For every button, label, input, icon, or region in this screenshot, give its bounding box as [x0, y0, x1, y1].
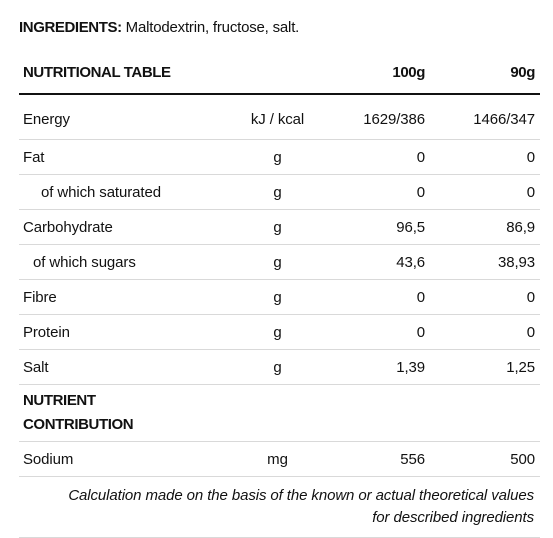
value-100g: 556: [329, 441, 430, 477]
value-90g: 1,25: [430, 349, 540, 385]
ingredients-label: INGREDIENTS:: [19, 19, 122, 36]
value-90g: 1466/347: [430, 94, 540, 140]
table-row-protein: Protein g 0 0: [19, 314, 540, 350]
value-100g: 0: [329, 314, 430, 350]
nutrient-unit: g: [226, 174, 329, 210]
value-90g: 0: [430, 174, 540, 210]
value-100g: 0: [329, 279, 430, 315]
value-90g: 38,93: [430, 244, 540, 280]
section-heading-row: NUTRIENT CONTRIBUTION: [19, 384, 540, 442]
table-row-fat: Fat g 0 0: [19, 139, 540, 175]
ingredients-text: Maltodextrin, fructose, salt.: [121, 19, 300, 36]
value-90g: 500: [430, 441, 540, 477]
header-100g: 100g: [329, 51, 430, 95]
footnote-row: Calculation made on the basis of the kno…: [19, 476, 540, 538]
nutrient-unit: g: [226, 209, 329, 245]
table-row-energy: Energy kJ / kcal 1629/386 1466/347: [19, 94, 540, 140]
value-90g: 86,9: [430, 209, 540, 245]
value-100g: 43,6: [329, 244, 430, 280]
table-row-saturated: of which saturated g 0 0: [19, 174, 540, 210]
table-header-row: NUTRITIONAL TABLE 100g 90g: [19, 51, 540, 95]
nutrient-unit: mg: [226, 441, 329, 477]
value-100g: 0: [329, 174, 430, 210]
calculation-note: Calculation made on the basis of the kno…: [68, 487, 534, 526]
nutrient-name: Fibre: [19, 279, 226, 315]
nutrient-name: Salt: [19, 349, 226, 385]
nutrient-unit: g: [226, 279, 329, 315]
value-100g: 0: [329, 139, 430, 175]
value-90g: 0: [430, 314, 540, 350]
nutrient-unit: kJ / kcal: [226, 94, 329, 140]
value-100g: 1629/386: [329, 94, 430, 140]
table-row-carbohydrate: Carbohydrate g 96,5 86,9: [19, 209, 540, 245]
section-heading: NUTRIENT CONTRIBUTION: [19, 384, 540, 442]
value-90g: 0: [430, 139, 540, 175]
unit-header: [226, 51, 329, 95]
table-row-sodium: Sodium mg 556 500: [19, 441, 540, 477]
section-heading-line2: CONTRIBUTION: [23, 416, 134, 433]
section-heading-line1: NUTRIENT: [23, 392, 96, 409]
value-90g: 0: [430, 279, 540, 315]
nutrient-name: Protein: [19, 314, 226, 350]
nutrient-name: of which sugars: [19, 244, 226, 280]
nutrient-name: Sodium: [19, 441, 226, 477]
nutrient-unit: g: [226, 139, 329, 175]
table-title: NUTRITIONAL TABLE: [19, 51, 226, 95]
nutrient-unit: g: [226, 244, 329, 280]
table-row-sugars: of which sugars g 43,6 38,93: [19, 244, 540, 280]
nutrient-unit: g: [226, 349, 329, 385]
nutrient-name: Energy: [19, 94, 226, 140]
nutrient-unit: g: [226, 314, 329, 350]
value-100g: 96,5: [329, 209, 430, 245]
footnote-cell: Calculation made on the basis of the kno…: [19, 476, 540, 538]
table-row-salt: Salt g 1,39 1,25: [19, 349, 540, 385]
nutrient-name: Carbohydrate: [19, 209, 226, 245]
nutrient-name: of which saturated: [19, 174, 226, 210]
value-100g: 1,39: [329, 349, 430, 385]
nutrient-name: Fat: [19, 139, 226, 175]
nutrition-table: NUTRITIONAL TABLE 100g 90g Energy kJ / k…: [19, 51, 540, 538]
ingredients-line: INGREDIENTS: Maltodextrin, fructose, sal…: [19, 19, 299, 36]
header-90g: 90g: [430, 51, 540, 95]
table-row-fibre: Fibre g 0 0: [19, 279, 540, 315]
